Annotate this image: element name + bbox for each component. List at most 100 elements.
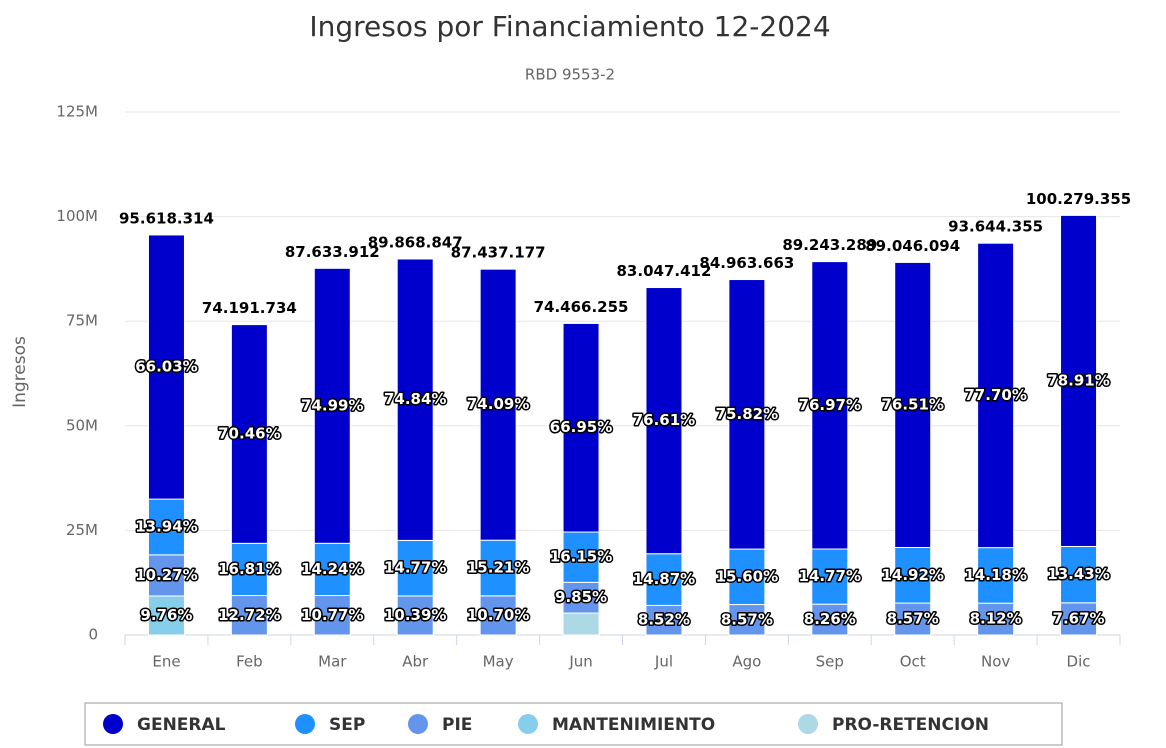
- bar-segment: [396, 595, 434, 636]
- bar-segment: [977, 547, 1015, 604]
- bar-segment: [562, 322, 600, 533]
- chart-title: Ingresos por Financiamiento 12-2024: [309, 10, 830, 43]
- data-label: 15.21%: [467, 559, 529, 577]
- data-label: 74.99%: [301, 396, 363, 414]
- data-label: 8.12%: [970, 610, 1022, 628]
- bar-segment: [147, 234, 185, 500]
- y-tick-label: 75M: [66, 312, 98, 330]
- bar-segment: [645, 287, 683, 555]
- bar-segment: [728, 548, 766, 606]
- y-tick-label: 100M: [56, 207, 98, 225]
- stack-label: 89.868.847: [368, 233, 463, 251]
- data-label: 14.18%: [964, 566, 1026, 584]
- bar-segment: [147, 554, 185, 597]
- data-label: 8.26%: [804, 610, 856, 628]
- data-label: 75.82%: [716, 405, 778, 423]
- legend-marker: [103, 714, 123, 734]
- legend-marker: [408, 714, 428, 734]
- legend-label: GENERAL: [137, 715, 226, 735]
- bar-segment: [562, 581, 600, 614]
- bar-segment: [645, 553, 683, 606]
- x-tick-label: Abr: [402, 653, 429, 671]
- x-tick-label: Dic: [1067, 653, 1091, 671]
- y-tick-label: 50M: [66, 416, 98, 434]
- stack-label: 95.618.314: [119, 209, 214, 227]
- data-label: 74.84%: [384, 390, 446, 408]
- data-label: 76.51%: [881, 395, 943, 413]
- data-label: 76.97%: [799, 396, 861, 414]
- x-tick-label: May: [483, 653, 514, 671]
- bar-segment: [230, 542, 268, 597]
- bar-segment: [479, 268, 517, 541]
- legend-label: SEP: [329, 715, 365, 735]
- y-axis-label: Ingresos: [10, 336, 30, 408]
- data-label: 10.39%: [384, 606, 446, 624]
- bar-segment: [977, 242, 1015, 549]
- stack-label: 74.466.255: [534, 298, 629, 316]
- data-label: 8.52%: [638, 611, 690, 629]
- stack-label: 74.191.734: [202, 299, 297, 317]
- data-label: 9.76%: [140, 606, 192, 624]
- data-label: 76.61%: [633, 411, 695, 429]
- bar-segment: [811, 603, 849, 636]
- legend-label: MANTENIMIENTO: [552, 715, 715, 735]
- bar-segment: [313, 595, 351, 636]
- x-tick-label: Jun: [568, 653, 592, 671]
- y-tick-label: 25M: [66, 521, 98, 539]
- stack-label: 87.633.912: [285, 243, 380, 261]
- x-tick-label: Nov: [981, 653, 1010, 671]
- data-label: 78.91%: [1047, 371, 1109, 389]
- bar-segment: [313, 267, 351, 544]
- data-label: 8.57%: [887, 610, 939, 628]
- legend-box: [84, 702, 1063, 746]
- stack-label: 93.644.355: [948, 218, 1043, 236]
- y-tick-label: 0: [88, 626, 98, 644]
- data-label: 7.67%: [1053, 609, 1105, 627]
- data-label: 16.81%: [218, 560, 280, 578]
- data-label: 77.70%: [964, 386, 1026, 404]
- data-label: 66.03%: [135, 358, 197, 376]
- data-label: 13.43%: [1047, 565, 1109, 583]
- data-label: 14.77%: [799, 567, 861, 585]
- bar-segment: [230, 595, 268, 636]
- data-label: 15.60%: [716, 567, 778, 585]
- bar-segment: [479, 595, 517, 636]
- bar-segment: [313, 542, 351, 597]
- x-tick-label: Sep: [816, 653, 844, 671]
- x-tick-label: Oct: [900, 653, 926, 671]
- bar-segment: [645, 604, 683, 636]
- data-label: 10.27%: [135, 566, 197, 584]
- stack-label: 87.437.177: [451, 244, 546, 262]
- legend-label: PIE: [442, 715, 472, 735]
- x-tick-label: Mar: [318, 653, 347, 671]
- bar-segment: [147, 595, 185, 636]
- x-tick-label: Ago: [732, 653, 761, 671]
- bar-segment: [230, 324, 268, 544]
- legend-marker: [295, 714, 315, 734]
- data-label: 16.15%: [550, 548, 612, 566]
- data-label: 70.46%: [218, 424, 280, 442]
- bar-segment: [1060, 545, 1098, 604]
- stack-label: 89.243.289: [782, 236, 877, 254]
- stack-label: 83.047.412: [617, 262, 712, 280]
- bar-segment: [977, 602, 1015, 636]
- data-label: 14.92%: [881, 566, 943, 584]
- data-label: 66.95%: [550, 418, 612, 436]
- bar-segment: [562, 612, 600, 636]
- stack-label: 100.279.355: [1026, 190, 1131, 208]
- bar-segment: [811, 261, 849, 550]
- data-label: 14.77%: [384, 559, 446, 577]
- data-label: 74.09%: [467, 395, 529, 413]
- data-label: 12.72%: [218, 606, 280, 624]
- bar-segment: [396, 539, 434, 597]
- x-tick-label: Jul: [654, 653, 673, 671]
- stack-label: 89.046.094: [865, 237, 960, 255]
- y-tick-label: 125M: [56, 103, 98, 121]
- data-label: 8.57%: [721, 610, 773, 628]
- bar-segment: [1060, 214, 1098, 547]
- chart-subtitle: RBD 9553-2: [525, 66, 615, 84]
- x-tick-label: Feb: [236, 653, 263, 671]
- x-tick-label: Ene: [152, 653, 180, 671]
- stack-label: 84.963.663: [699, 254, 794, 272]
